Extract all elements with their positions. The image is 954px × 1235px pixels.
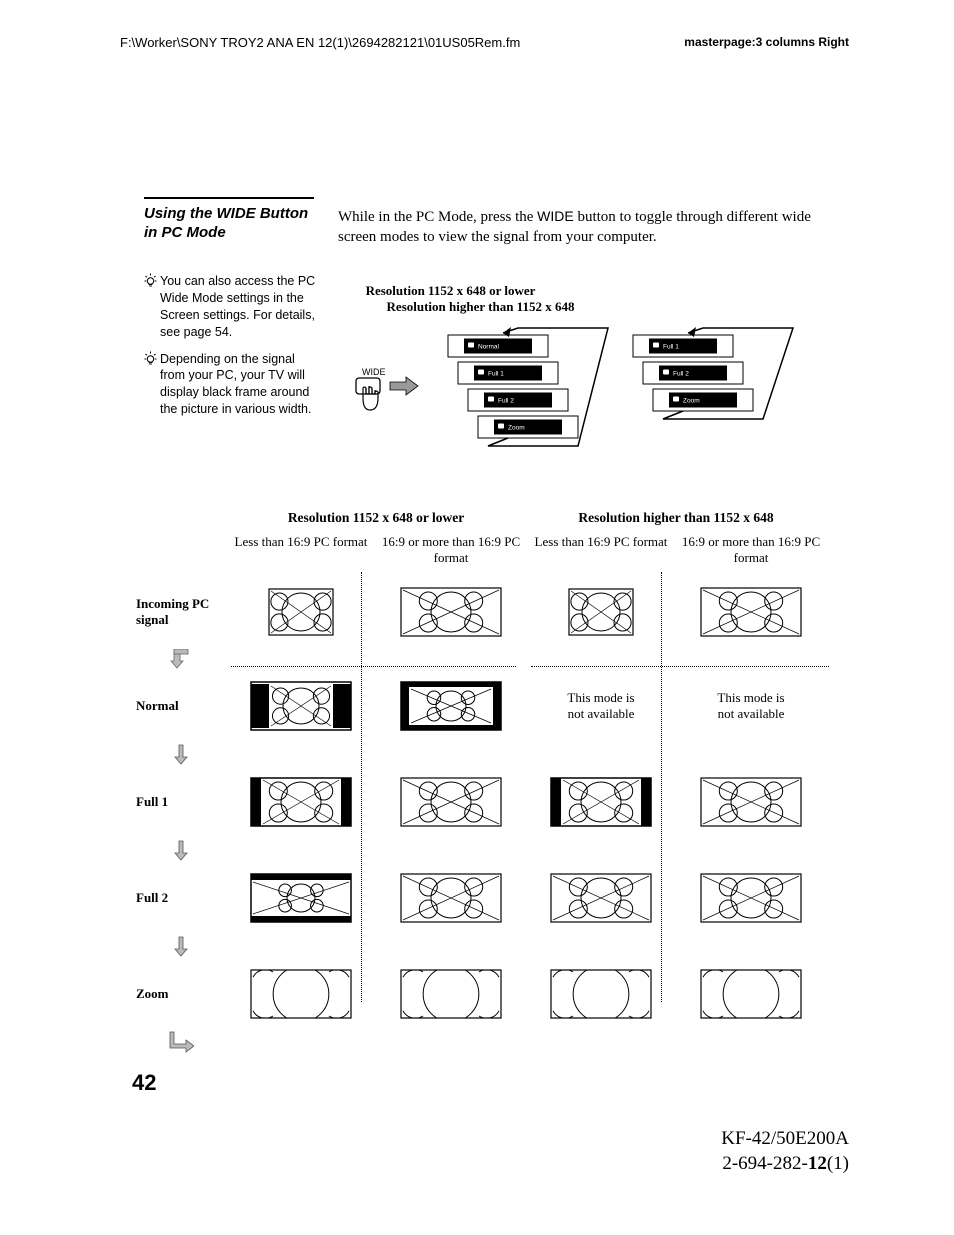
arrow-loop-icon: [136, 1030, 836, 1054]
svg-text:Full 2: Full 2: [498, 398, 514, 405]
mode-stack-high: Full 1 Full 2 Zoom: [633, 327, 793, 419]
mode-thumbnail: [226, 872, 376, 924]
tips-list: You can also access the PC Wide Mode set…: [144, 273, 319, 428]
mode-thumbnail: This mode isnot available: [676, 690, 826, 721]
mode-thumbnail: [376, 776, 526, 828]
footer: KF-42/50E200A 2-694-282-12(1): [721, 1127, 849, 1176]
format-headers: Less than 16:9 PC format 16:9 or more th…: [136, 534, 836, 566]
lightbulb-icon: [144, 273, 160, 341]
section-title: Using the WIDE Button in PC Mode: [144, 197, 314, 243]
row-label: Normal: [136, 698, 226, 714]
row-label: Full 1: [136, 794, 226, 810]
intro-pre: While in the PC Mode, press the: [338, 209, 537, 225]
intro-paragraph: While in the PC Mode, press the WIDE but…: [338, 207, 828, 248]
tip-item: Depending on the signal from your PC, yo…: [144, 351, 319, 419]
mode-thumbnail: [226, 776, 376, 828]
mode-thumbnail: [526, 776, 676, 828]
col-header: Less than 16:9 PC format: [226, 534, 376, 566]
mode-thumbnail: [676, 776, 826, 828]
svg-text:Zoom: Zoom: [683, 398, 700, 405]
svg-text:Zoom: Zoom: [508, 425, 525, 432]
mode-thumbnail: [226, 586, 376, 638]
diagram-header-low: Resolution 1152 x 648 or lower: [338, 283, 563, 299]
res-header-high: Resolution higher than 1152 x 648: [526, 510, 826, 526]
tip-item: You can also access the PC Wide Mode set…: [144, 273, 319, 341]
table-row: Full 1: [136, 766, 836, 838]
resolution-headers: Resolution 1152 x 648 or lower Resolutio…: [136, 510, 836, 526]
res-header-low: Resolution 1152 x 648 or lower: [226, 510, 526, 526]
file-path: F:\Worker\SONY TROY2 ANA EN 12(1)\269428…: [120, 35, 520, 50]
mode-thumbnail: [376, 680, 526, 732]
svg-text:Full 1: Full 1: [663, 344, 679, 351]
table-row: Zoom: [136, 958, 836, 1030]
table-row: Normal This mode isno: [136, 670, 836, 742]
col-header: 16:9 or more than 16:9 PC format: [676, 534, 826, 566]
mode-thumbnail: [676, 586, 826, 638]
mode-thumbnail: [226, 968, 376, 1020]
mode-thumbnail: [376, 872, 526, 924]
table-row: Incoming PC signal: [136, 576, 836, 648]
page-number: 42: [132, 1070, 156, 1096]
col-header: Less than 16:9 PC format: [526, 534, 676, 566]
mode-thumbnail: [676, 872, 826, 924]
mode-thumbnail: [376, 586, 526, 638]
row-label: Zoom: [136, 986, 226, 1002]
not-available-text: This mode isnot available: [567, 690, 634, 721]
col-header: 16:9 or more than 16:9 PC format: [376, 534, 526, 566]
mode-thumbnail: [676, 968, 826, 1020]
hand-icon: [363, 386, 378, 410]
doc-number: 2-694-282-12(1): [721, 1152, 849, 1177]
mode-stack-low: Normal Full 1 Full 2 Zoom: [448, 327, 608, 446]
mode-thumbnail: This mode isnot available: [526, 690, 676, 721]
arrow-down-icon: [136, 934, 836, 958]
tip-text: You can also access the PC Wide Mode set…: [160, 273, 319, 341]
mode-cycle-diagram: WIDE Normal Full 1 Full 2 Zoom Full 1: [338, 320, 838, 485]
arrow-right-icon: [390, 377, 418, 395]
separator: [531, 666, 829, 667]
diagram-header-high: Resolution higher than 1152 x 648: [358, 299, 603, 315]
lightbulb-icon: [144, 351, 160, 419]
wide-word: WIDE: [537, 208, 574, 224]
mode-thumbnail: [526, 968, 676, 1020]
mode-thumbnail: [226, 680, 376, 732]
tip-text: Depending on the signal from your PC, yo…: [160, 351, 319, 419]
row-label: Incoming PC signal: [136, 596, 226, 628]
model-number: KF-42/50E200A: [721, 1127, 849, 1152]
mode-thumbnail: [526, 872, 676, 924]
svg-text:Normal: Normal: [478, 344, 500, 351]
svg-text:Full 2: Full 2: [673, 371, 689, 378]
masterpage-label: masterpage:3 columns Right: [684, 35, 849, 50]
arrow-down-icon: [136, 838, 836, 862]
separator: [231, 666, 516, 667]
not-available-text: This mode isnot available: [717, 690, 784, 721]
header: F:\Worker\SONY TROY2 ANA EN 12(1)\269428…: [120, 35, 849, 50]
svg-text:Full 1: Full 1: [488, 371, 504, 378]
mode-thumbnail: [526, 586, 676, 638]
arrow-down-icon: [136, 742, 836, 766]
wide-button-label: WIDE: [362, 367, 386, 377]
mode-comparison-table: Resolution 1152 x 648 or lower Resolutio…: [136, 510, 836, 1054]
mode-thumbnail: [376, 968, 526, 1020]
row-label: Full 2: [136, 890, 226, 906]
diagram-headers: Resolution 1152 x 648 or lower Resolutio…: [338, 283, 828, 315]
table-row: Full 2: [136, 862, 836, 934]
